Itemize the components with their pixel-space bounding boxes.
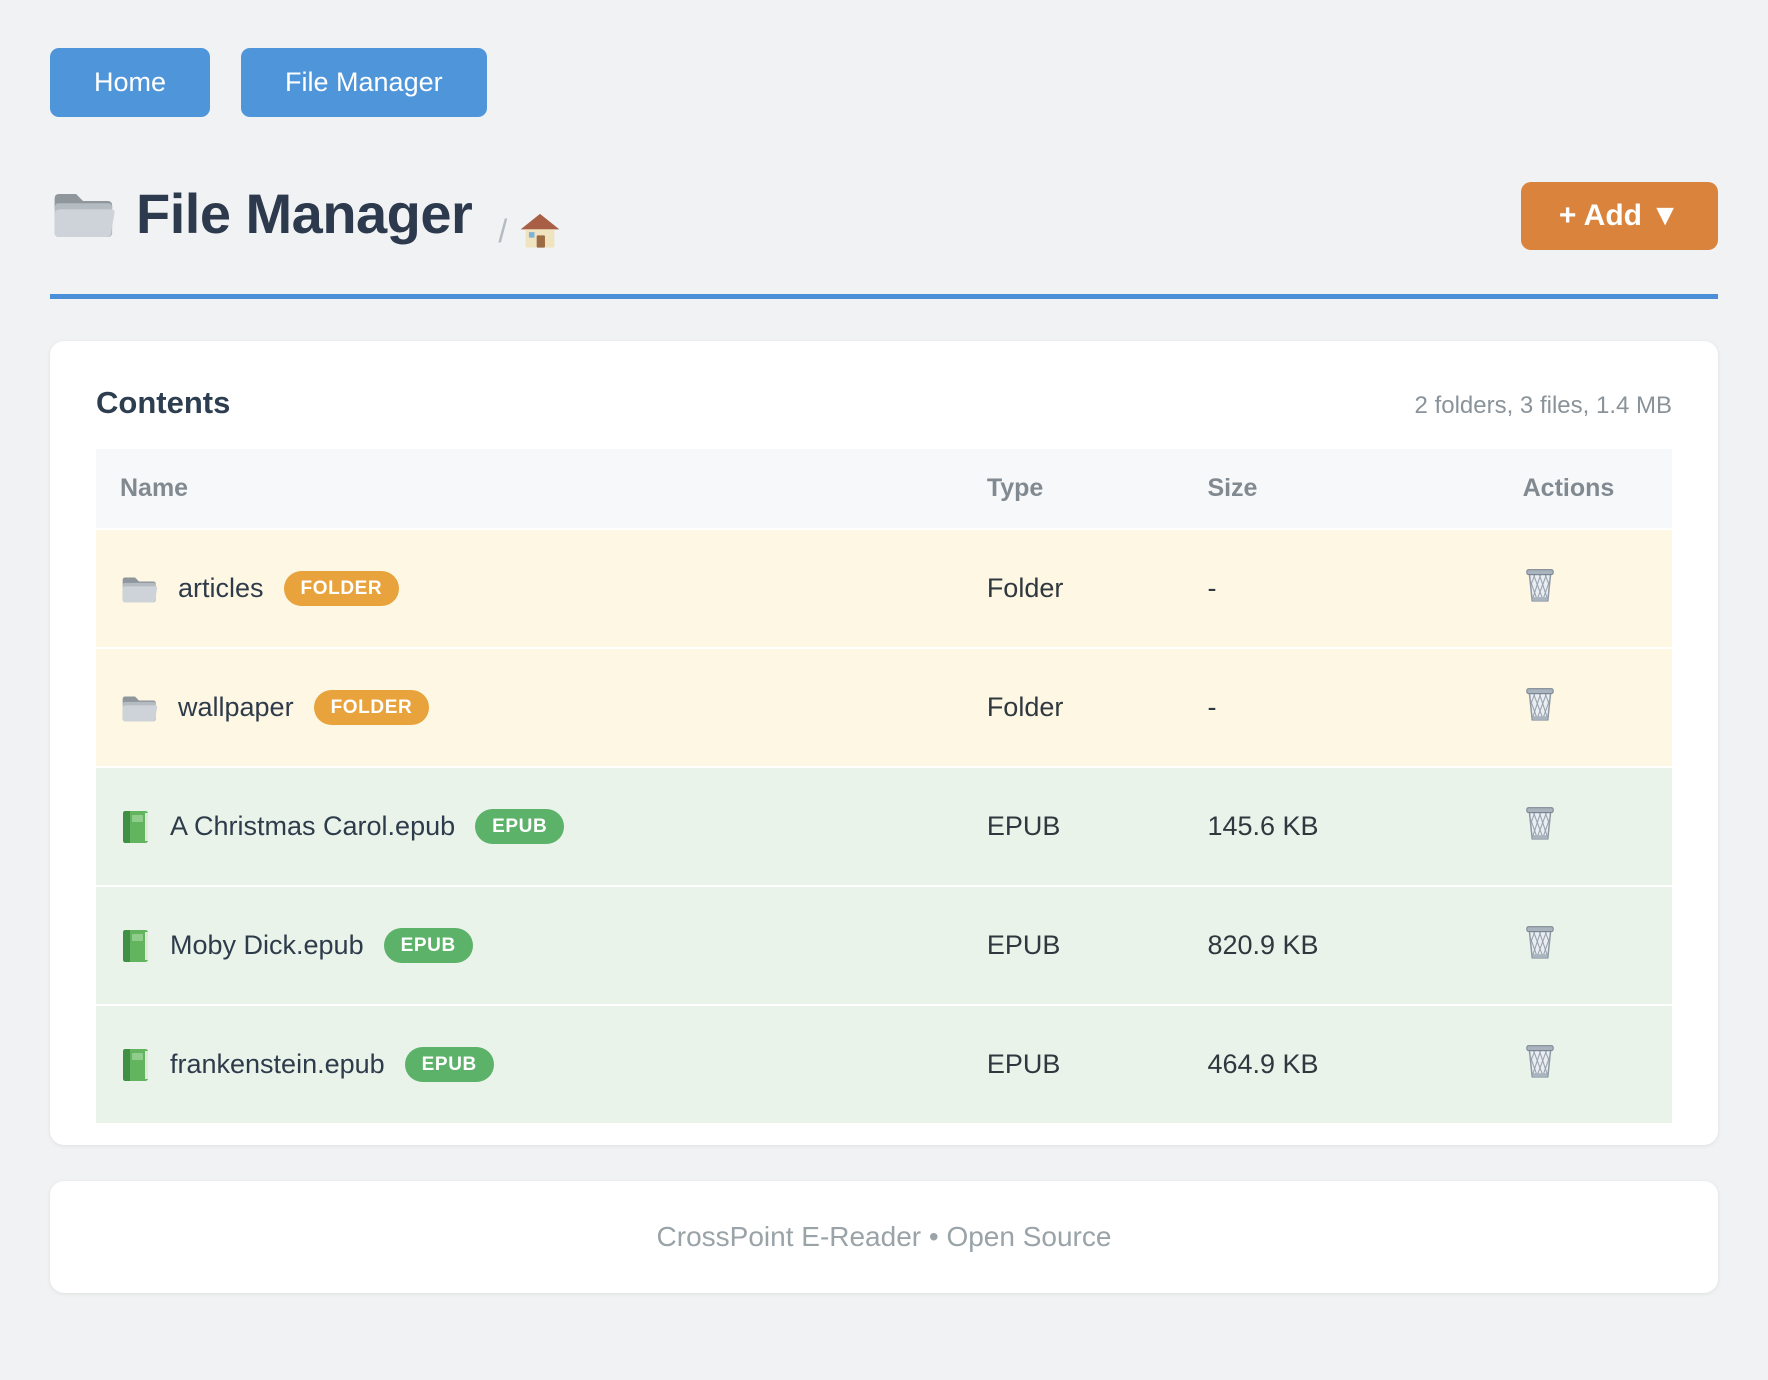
column-header-type: Type <box>962 449 1184 529</box>
file-name[interactable]: frankenstein.epub <box>170 1049 385 1079</box>
column-header-name: Name <box>96 449 963 529</box>
contents-panel: Contents 2 folders, 3 files, 1.4 MB Name… <box>50 341 1718 1145</box>
add-button[interactable]: + Add ▼ <box>1520 181 1718 250</box>
type-cell: EPUB <box>986 930 1061 960</box>
top-nav: Home File Manager <box>50 48 1718 117</box>
home-icon[interactable] <box>519 212 561 250</box>
trash-icon <box>1523 923 1557 961</box>
file-name[interactable]: Moby Dick.epub <box>170 930 364 960</box>
green-book-icon <box>120 928 150 964</box>
folder-icon <box>120 573 158 605</box>
table-row: frankenstein.epub EPUB EPUB 464.9 KB <box>96 1005 1672 1123</box>
column-header-size: Size <box>1183 449 1499 529</box>
green-book-icon <box>120 1047 150 1083</box>
file-name[interactable]: A Christmas Carol.epub <box>170 811 456 841</box>
file-name[interactable]: wallpaper <box>178 692 294 722</box>
files-table: Name Type Size Actions articles FOLDER F… <box>96 449 1672 1123</box>
nav-home-button[interactable]: Home <box>50 48 211 117</box>
size-cell: - <box>1207 573 1217 603</box>
panel-title: Contents <box>96 385 231 420</box>
table-row: articles FOLDER Folder - <box>96 529 1672 648</box>
table-row: A Christmas Carol.epub EPUB EPUB 145.6 K… <box>96 767 1672 886</box>
column-header-actions: Actions <box>1498 449 1672 529</box>
size-cell: 464.9 KB <box>1207 1049 1319 1079</box>
footer-text: CrossPoint E-Reader • Open Source <box>656 1221 1112 1252</box>
delete-button[interactable] <box>1523 1042 1557 1080</box>
epub-badge: EPUB <box>383 928 473 963</box>
file-name[interactable]: articles <box>178 573 264 603</box>
file-manager-page: Home File Manager File Manager / + Add ▼… <box>50 48 1718 1293</box>
folder-icon <box>120 692 158 724</box>
page-header: File Manager / + Add ▼ <box>50 181 1718 250</box>
folder-badge: FOLDER <box>283 571 400 606</box>
delete-button[interactable] <box>1523 923 1557 961</box>
footer: CrossPoint E-Reader • Open Source <box>50 1181 1718 1293</box>
page-title: File Manager <box>136 182 473 245</box>
trash-icon <box>1523 804 1557 842</box>
type-cell: Folder <box>986 573 1064 603</box>
delete-button[interactable] <box>1523 685 1557 723</box>
trash-icon <box>1523 1042 1557 1080</box>
folder-title-icon <box>50 186 116 242</box>
panel-summary: 2 folders, 3 files, 1.4 MB <box>1414 392 1672 419</box>
breadcrumb: / <box>498 212 561 250</box>
type-cell: Folder <box>986 692 1064 722</box>
green-book-icon <box>120 809 150 845</box>
table-header-row: Name Type Size Actions <box>96 449 1672 529</box>
header-divider <box>50 294 1718 299</box>
epub-badge: EPUB <box>404 1047 494 1082</box>
trash-icon <box>1523 685 1557 723</box>
size-cell: 145.6 KB <box>1207 811 1319 841</box>
folder-badge: FOLDER <box>313 690 430 725</box>
table-row: wallpaper FOLDER Folder - <box>96 648 1672 767</box>
delete-button[interactable] <box>1523 566 1557 604</box>
delete-button[interactable] <box>1523 804 1557 842</box>
trash-icon <box>1523 566 1557 604</box>
size-cell: - <box>1207 692 1217 722</box>
type-cell: EPUB <box>986 811 1061 841</box>
table-row: Moby Dick.epub EPUB EPUB 820.9 KB <box>96 886 1672 1005</box>
type-cell: EPUB <box>986 1049 1061 1079</box>
size-cell: 820.9 KB <box>1207 930 1319 960</box>
nav-file-manager-button[interactable]: File Manager <box>241 48 487 117</box>
breadcrumb-separator: / <box>498 212 508 249</box>
epub-badge: EPUB <box>475 809 565 844</box>
